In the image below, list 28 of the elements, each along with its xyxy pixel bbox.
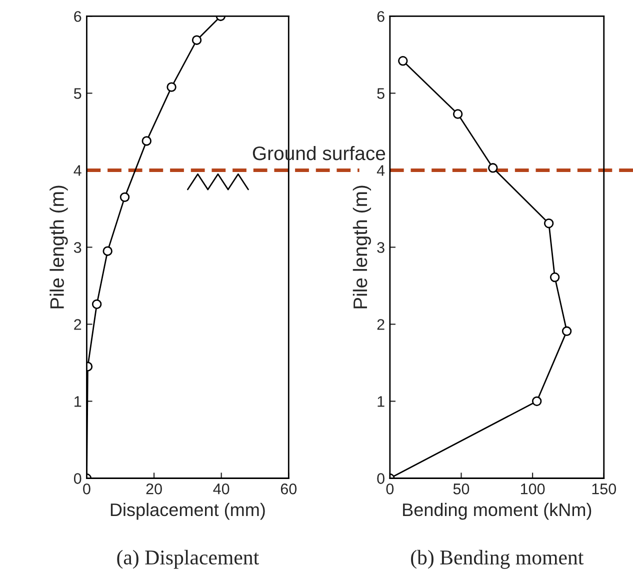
- x-tick-label: 100: [520, 484, 545, 494]
- x-tick-label: 40: [213, 484, 230, 494]
- y-tick-label: 6: [377, 11, 384, 22]
- y-tick-label: 1: [74, 396, 82, 407]
- y-tick-label: 6: [74, 11, 82, 22]
- y-axis-title: Pile length (m): [50, 186, 68, 308]
- y-tick-label: 0: [377, 473, 384, 484]
- text: (a) Displacement: [117, 550, 259, 569]
- y-axis-title: Pile length (m): [352, 186, 372, 308]
- y-tick-label: 2: [74, 319, 82, 330]
- x-tick-label: 150: [592, 484, 616, 494]
- y-tick-label: 0: [74, 473, 82, 484]
- y-tick-label: 4: [74, 165, 82, 176]
- y-tick-label: 1: [378, 396, 384, 407]
- y-tick-label: 5: [74, 88, 82, 99]
- x-axis-title: Displacement (mm): [110, 502, 265, 520]
- x-tick-label: 50: [453, 484, 470, 494]
- x-tick-label: 20: [146, 484, 162, 494]
- x-axis-title: Bending moment (kNm): [403, 502, 592, 520]
- y-tick-label: 4: [376, 165, 385, 176]
- y-tick-label: 3: [74, 242, 82, 253]
- x-tick-label: 0: [83, 484, 90, 494]
- x-tick-label: 60: [280, 484, 297, 494]
- text: (b) Bending moment: [411, 550, 584, 569]
- x-tick-label: 0: [386, 484, 394, 494]
- y-tick-label: 3: [377, 242, 384, 253]
- y-tick-label: 5: [377, 88, 384, 99]
- y-tick-label: 2: [377, 319, 384, 330]
